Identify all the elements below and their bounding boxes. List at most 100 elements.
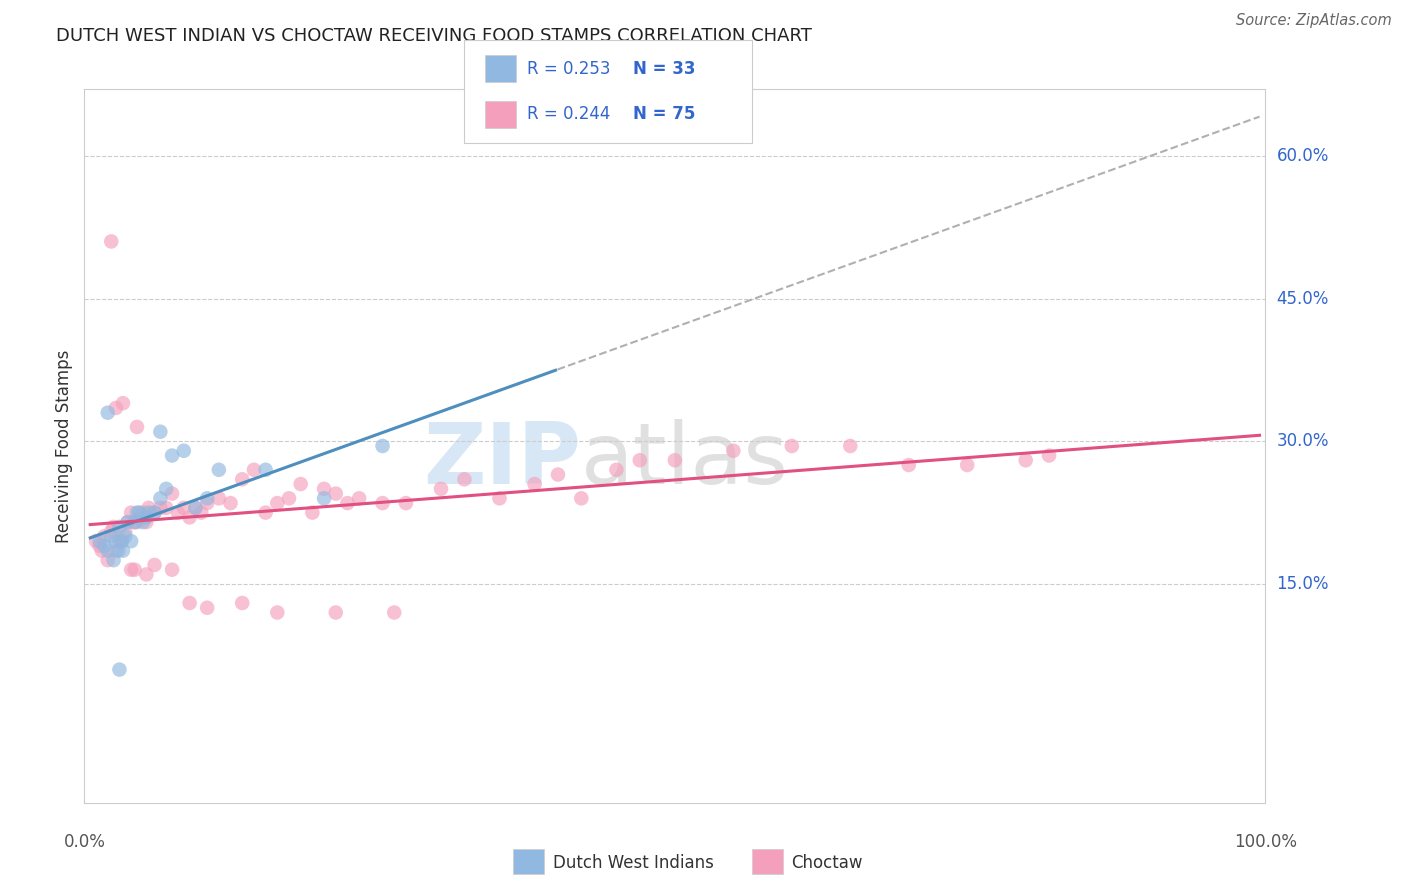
Point xyxy=(254,506,277,520)
Text: ZIP: ZIP xyxy=(423,418,581,502)
Point xyxy=(124,515,146,529)
Point xyxy=(100,524,122,539)
Point xyxy=(89,539,111,553)
Point xyxy=(325,486,347,500)
Point xyxy=(100,529,122,543)
Text: Dutch West Indians: Dutch West Indians xyxy=(553,855,713,872)
Point xyxy=(117,515,139,529)
Point xyxy=(1015,453,1038,467)
Point xyxy=(956,458,979,472)
Point xyxy=(128,510,150,524)
Point xyxy=(89,534,111,549)
Point xyxy=(336,496,359,510)
Text: 15.0%: 15.0% xyxy=(1277,575,1329,593)
Point xyxy=(395,496,418,510)
Point xyxy=(149,500,172,515)
Point xyxy=(569,491,592,506)
Point xyxy=(111,534,134,549)
Point xyxy=(103,553,125,567)
Text: N = 75: N = 75 xyxy=(633,105,695,123)
Point xyxy=(160,563,183,577)
Point xyxy=(184,500,207,515)
Point xyxy=(114,529,136,543)
Point xyxy=(312,482,335,496)
Point xyxy=(108,520,131,534)
Point xyxy=(523,477,546,491)
Point xyxy=(111,534,134,549)
Point xyxy=(723,443,745,458)
Point xyxy=(325,606,347,620)
Point xyxy=(114,524,136,539)
Point xyxy=(125,420,148,434)
Point xyxy=(382,606,405,620)
Point xyxy=(100,235,122,249)
Point xyxy=(125,506,148,520)
Text: DUTCH WEST INDIAN VS CHOCTAW RECEIVING FOOD STAMPS CORRELATION CHART: DUTCH WEST INDIAN VS CHOCTAW RECEIVING F… xyxy=(56,27,813,45)
Text: Choctaw: Choctaw xyxy=(792,855,863,872)
Point xyxy=(103,520,125,534)
Point xyxy=(117,515,139,529)
Point xyxy=(97,543,120,558)
Text: 0.0%: 0.0% xyxy=(63,833,105,851)
Text: 60.0%: 60.0% xyxy=(1277,147,1329,165)
Point xyxy=(93,539,115,553)
Point xyxy=(97,406,120,420)
Point xyxy=(266,496,288,510)
Point xyxy=(173,500,195,515)
Point xyxy=(195,600,218,615)
Point xyxy=(167,506,190,520)
Point xyxy=(488,491,510,506)
Point xyxy=(195,496,218,510)
Point xyxy=(138,506,160,520)
Point xyxy=(190,506,212,520)
Point xyxy=(155,482,177,496)
Point xyxy=(135,510,157,524)
Point xyxy=(143,506,166,520)
Point xyxy=(132,515,155,529)
Y-axis label: Receiving Food Stamps: Receiving Food Stamps xyxy=(55,350,73,542)
Point xyxy=(135,567,157,582)
Point xyxy=(243,463,266,477)
Point xyxy=(93,529,115,543)
Point xyxy=(135,515,157,529)
Text: R = 0.253: R = 0.253 xyxy=(527,60,610,78)
Point xyxy=(231,472,253,486)
Point xyxy=(266,606,288,620)
Point xyxy=(897,458,920,472)
Point xyxy=(664,453,686,467)
Point xyxy=(780,439,803,453)
Point xyxy=(124,563,146,577)
Point xyxy=(547,467,569,482)
Point xyxy=(278,491,301,506)
Text: 30.0%: 30.0% xyxy=(1277,433,1329,450)
Point xyxy=(120,563,142,577)
Point xyxy=(453,472,475,486)
Point xyxy=(628,453,651,467)
Point xyxy=(104,401,127,415)
Point xyxy=(108,534,131,549)
Point xyxy=(208,491,231,506)
Point xyxy=(111,543,134,558)
Point xyxy=(149,491,172,506)
Point xyxy=(301,506,323,520)
Text: 45.0%: 45.0% xyxy=(1277,290,1329,308)
Text: atlas: atlas xyxy=(581,418,789,502)
Point xyxy=(347,491,370,506)
Point xyxy=(104,534,127,549)
Point xyxy=(290,477,312,491)
Point xyxy=(125,515,148,529)
Point xyxy=(173,443,195,458)
Point xyxy=(155,500,177,515)
Point xyxy=(1038,449,1060,463)
Point xyxy=(231,596,253,610)
Point xyxy=(179,596,201,610)
Point xyxy=(605,463,627,477)
Text: 100.0%: 100.0% xyxy=(1234,833,1296,851)
Point xyxy=(132,506,155,520)
Text: R = 0.244: R = 0.244 xyxy=(527,105,610,123)
Point xyxy=(124,515,146,529)
Point xyxy=(104,543,127,558)
Point xyxy=(184,500,207,515)
Point xyxy=(128,506,150,520)
Point xyxy=(90,543,112,558)
